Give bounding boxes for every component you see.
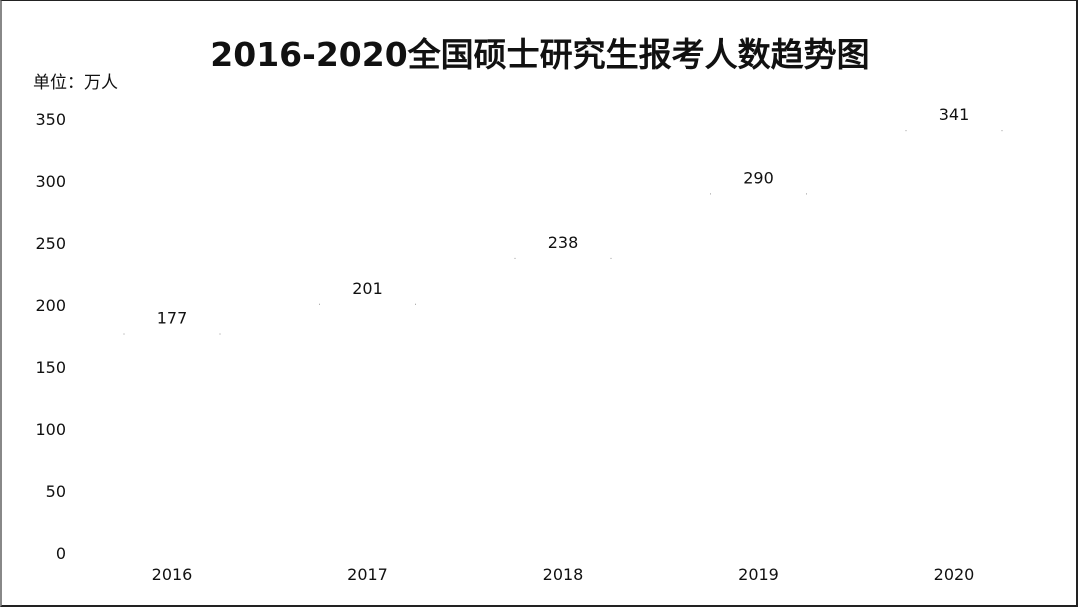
bar-2018 bbox=[515, 257, 611, 553]
y-axis: 0 50 100 150 200 250 300 350 bbox=[35, 110, 66, 563]
bar-2017 bbox=[319, 303, 416, 553]
x-tick-label: 2020 bbox=[934, 565, 975, 584]
bar-2019 bbox=[710, 193, 807, 553]
bar-corner-mark bbox=[123, 333, 125, 335]
y-tick-label: 150 bbox=[35, 358, 66, 377]
bar-2020 bbox=[906, 130, 1002, 553]
x-tick-label: 2017 bbox=[347, 565, 388, 584]
bar-corner-mark bbox=[610, 257, 612, 259]
y-tick-label: 250 bbox=[35, 234, 66, 253]
x-tick-label: 2019 bbox=[738, 565, 779, 584]
bar-corner-mark bbox=[415, 303, 416, 305]
bar-corner-mark bbox=[319, 303, 320, 305]
y-tick-label: 100 bbox=[35, 420, 66, 439]
value-label: 238 bbox=[548, 233, 579, 252]
y-tick-label: 200 bbox=[35, 296, 66, 315]
value-labels: 177 201 238 290 341 bbox=[157, 105, 970, 327]
x-tick-label: 2018 bbox=[543, 565, 584, 584]
bar-corner-mark bbox=[905, 130, 907, 132]
unit-label: 单位：万人 bbox=[33, 73, 118, 93]
bars bbox=[123, 130, 1003, 553]
bar-corner-mark bbox=[514, 257, 516, 259]
x-axis: 2016 2017 2018 2019 2020 bbox=[152, 565, 975, 584]
y-tick-label: 300 bbox=[35, 172, 66, 191]
value-label: 290 bbox=[743, 168, 774, 187]
value-label: 341 bbox=[939, 105, 970, 124]
y-tick-label: 50 bbox=[46, 482, 66, 501]
bar-corner-mark bbox=[219, 333, 221, 335]
value-label: 201 bbox=[352, 279, 383, 298]
x-tick-label: 2016 bbox=[152, 565, 193, 584]
y-tick-label: 350 bbox=[35, 110, 66, 129]
value-label: 177 bbox=[157, 309, 188, 328]
y-tick-label: 0 bbox=[56, 544, 66, 563]
bar-corner-mark bbox=[710, 193, 711, 195]
bar-corner-mark bbox=[806, 193, 807, 195]
chart-title: 2016-2020全国硕士研究生报考人数趋势图 bbox=[210, 35, 870, 74]
bar-corner-mark bbox=[1001, 130, 1003, 132]
bar-2016 bbox=[124, 333, 220, 553]
